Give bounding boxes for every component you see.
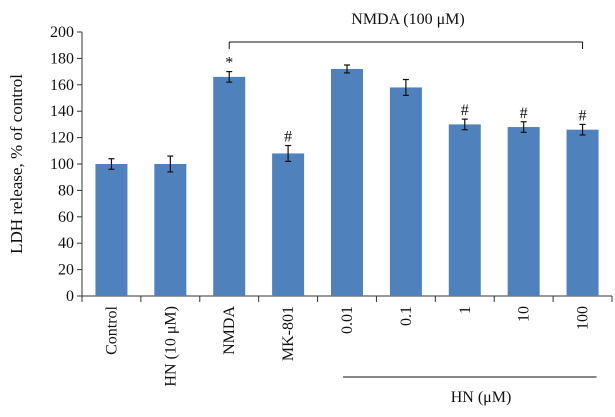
y-tick-label: 160 <box>50 77 74 94</box>
y-tick-label: 140 <box>50 103 74 120</box>
category-label: 0.01 <box>339 306 356 334</box>
bar <box>331 68 363 297</box>
y-tick-label: 20 <box>58 262 74 279</box>
bar <box>566 129 599 296</box>
y-tick-label: 80 <box>58 182 74 199</box>
y-tick-label: 60 <box>58 209 74 226</box>
y-tick-label: 200 <box>50 24 74 41</box>
group-brackets <box>228 41 597 378</box>
y-tick-label: 100 <box>50 156 74 173</box>
category-label: 1 <box>457 306 474 314</box>
category-label: Control <box>103 305 120 354</box>
y-tick-label: 0 <box>66 288 74 305</box>
bar <box>95 164 128 296</box>
category-label: 100 <box>575 306 592 330</box>
category-label: MK-801 <box>280 306 297 361</box>
y-tick-label: 40 <box>58 235 74 252</box>
hn-group-label: HN (μM) <box>451 389 512 406</box>
category-label: 0.1 <box>398 306 415 326</box>
y-axis-title: LDH release, % of control <box>7 74 26 254</box>
bar <box>448 124 481 297</box>
significance-mark: # <box>461 102 469 119</box>
axes: 0 20 40 60 80 100 120 140 160 180 200 <box>50 24 613 305</box>
y-tick-label: 180 <box>50 50 74 67</box>
significance-mark: # <box>520 105 528 122</box>
bar <box>272 153 305 296</box>
category-label: 10 <box>516 306 533 322</box>
bar <box>154 164 187 296</box>
category-label: HN (10 μM) <box>162 306 179 387</box>
bar <box>507 127 540 296</box>
category-label: NMDA <box>221 306 238 355</box>
bar <box>389 87 422 296</box>
significance-mark: # <box>284 129 292 146</box>
labels: Control HN (10 μM) * NMDA # MK-801 0.01 0.1 #1 #1… <box>103 55 591 387</box>
error-bars <box>108 64 586 173</box>
nmda-group-label: NMDA (100 μM) <box>351 11 464 28</box>
significance-mark: # <box>579 107 587 124</box>
significance-mark: * <box>225 55 233 72</box>
y-tick-label: 120 <box>50 130 74 147</box>
bar <box>213 76 246 296</box>
bars <box>95 68 599 297</box>
